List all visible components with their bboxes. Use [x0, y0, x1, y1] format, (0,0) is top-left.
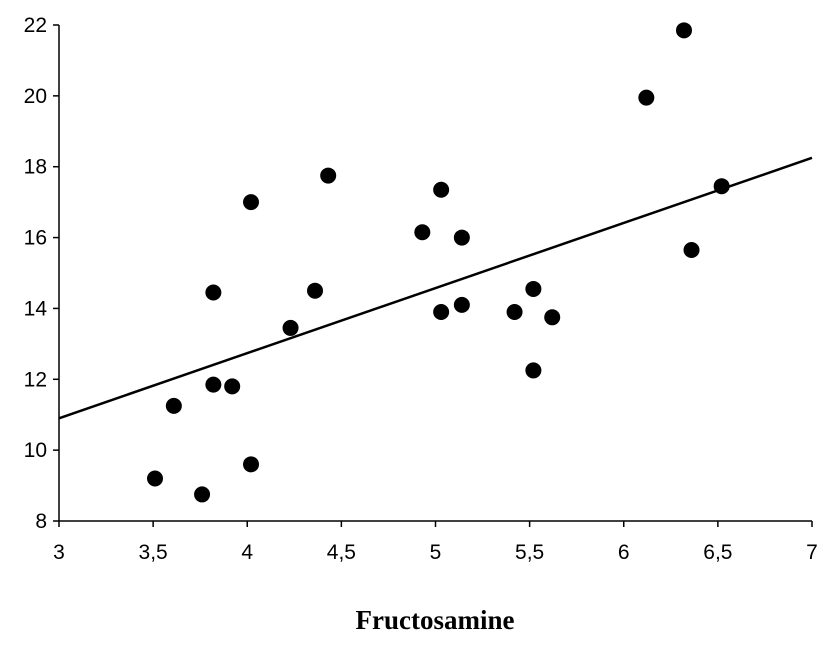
data-point [205, 284, 222, 301]
x-tick-label: 4,5 [327, 541, 356, 564]
data-point [194, 486, 211, 503]
data-point [320, 167, 337, 184]
trend-line-group [58, 156, 813, 420]
data-point [224, 378, 241, 395]
data-point [506, 303, 523, 320]
x-tick-label: 7 [806, 541, 818, 564]
data-point [243, 456, 260, 473]
data-point [453, 229, 470, 246]
data-point [638, 89, 655, 106]
y-tick-label: 8 [35, 510, 47, 533]
y-tick-label: 12 [24, 368, 47, 391]
x-tick-label: 4 [241, 541, 253, 564]
data-point [414, 224, 431, 241]
data-point [307, 282, 324, 299]
data-point [243, 194, 260, 211]
data-point [205, 376, 222, 393]
data-point [453, 296, 470, 313]
y-tick-label: 16 [24, 227, 47, 250]
data-point [433, 181, 450, 198]
x-axis-title: Fructosamine [356, 605, 515, 635]
y-axis-ticks: 8 10 12 14 16 18 20 22 [24, 14, 59, 533]
data-point [525, 362, 542, 379]
data-point [525, 280, 542, 297]
y-tick-label: 22 [24, 14, 47, 37]
x-axis-ticks: 3 3,5 4 4,5 5 5,5 6 6,5 7 [53, 521, 818, 564]
y-tick-label: 14 [24, 297, 48, 320]
y-tick-label: 10 [24, 439, 47, 462]
data-point [282, 319, 299, 336]
y-tick-label: 18 [24, 156, 47, 179]
axes [58, 25, 812, 522]
data-point [683, 241, 700, 258]
x-tick-label: 6,5 [703, 541, 732, 564]
x-tick-label: 3 [53, 541, 65, 564]
data-point [147, 470, 164, 487]
y-tick-label: 20 [24, 85, 47, 108]
data-point [675, 22, 692, 39]
data-point [544, 309, 561, 326]
x-tick-label: 6 [618, 541, 630, 564]
data-point [433, 303, 450, 320]
x-tick-label: 5 [430, 541, 442, 564]
x-tick-label: 3,5 [139, 541, 168, 564]
x-tick-label: 5,5 [515, 541, 544, 564]
regression-line [58, 156, 813, 420]
data-point [165, 397, 182, 414]
data-point [713, 178, 730, 195]
data-points [147, 22, 730, 503]
